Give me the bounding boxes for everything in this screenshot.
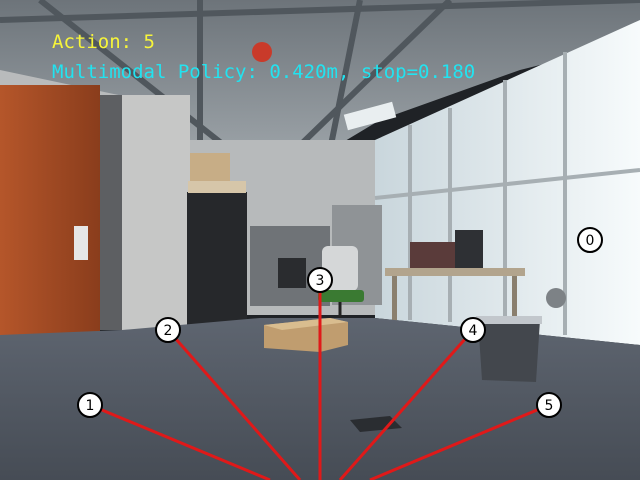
ceiling-structure bbox=[0, 0, 640, 158]
second-chair bbox=[278, 258, 306, 288]
policy-label: Multimodal Policy: 0.420m, stop=0.180 bbox=[52, 61, 476, 83]
cabinet-boxes bbox=[190, 153, 230, 181]
action-marker-1: 1 bbox=[77, 392, 103, 418]
hose-reel bbox=[252, 42, 272, 62]
table-leg-left bbox=[392, 276, 397, 321]
door-handle bbox=[74, 226, 88, 260]
action-marker-2: 2 bbox=[155, 317, 181, 343]
action-marker-label: 3 bbox=[316, 273, 325, 289]
action-marker-circle bbox=[577, 227, 603, 253]
office-chair-seat bbox=[318, 290, 364, 302]
equipment-case bbox=[455, 230, 483, 268]
action-marker-circle bbox=[77, 392, 103, 418]
action-ray-1 bbox=[89, 403, 271, 480]
action-label: Action: 5 bbox=[52, 31, 155, 53]
action-marker-label: 4 bbox=[469, 323, 478, 339]
action-ray-2 bbox=[166, 329, 302, 480]
column bbox=[122, 95, 190, 330]
door-frame bbox=[100, 95, 122, 330]
action-ray-5 bbox=[369, 403, 550, 480]
cardboard-box-top bbox=[264, 318, 348, 330]
table-leg-right bbox=[512, 276, 517, 321]
action-marker-label: 0 bbox=[586, 233, 595, 249]
floor-fan bbox=[546, 288, 566, 308]
trash-bin bbox=[478, 320, 540, 382]
action-marker-label: 1 bbox=[86, 398, 95, 414]
cabinet-top-box bbox=[188, 181, 246, 193]
action-marker-5: 5 bbox=[536, 392, 562, 418]
action-marker-circle bbox=[460, 317, 486, 343]
action-marker-circle bbox=[155, 317, 181, 343]
action-marker-4: 4 bbox=[460, 317, 486, 343]
action-marker-3: 3 bbox=[307, 267, 333, 293]
door bbox=[0, 85, 100, 335]
table-top bbox=[385, 268, 525, 276]
action-marker-circle bbox=[536, 392, 562, 418]
equipment-crate bbox=[410, 242, 455, 268]
storage-cabinet bbox=[187, 192, 247, 327]
action-marker-label: 2 bbox=[164, 323, 173, 339]
action-marker-0: 0 bbox=[577, 227, 603, 253]
action-marker-label: 5 bbox=[545, 398, 554, 414]
floor-plate bbox=[350, 416, 402, 432]
action-marker-circle bbox=[307, 267, 333, 293]
trash-bin-liner bbox=[476, 316, 542, 324]
ceiling-light bbox=[343, 101, 397, 131]
action-ray-4 bbox=[338, 329, 475, 480]
window-mullions bbox=[374, 52, 640, 335]
